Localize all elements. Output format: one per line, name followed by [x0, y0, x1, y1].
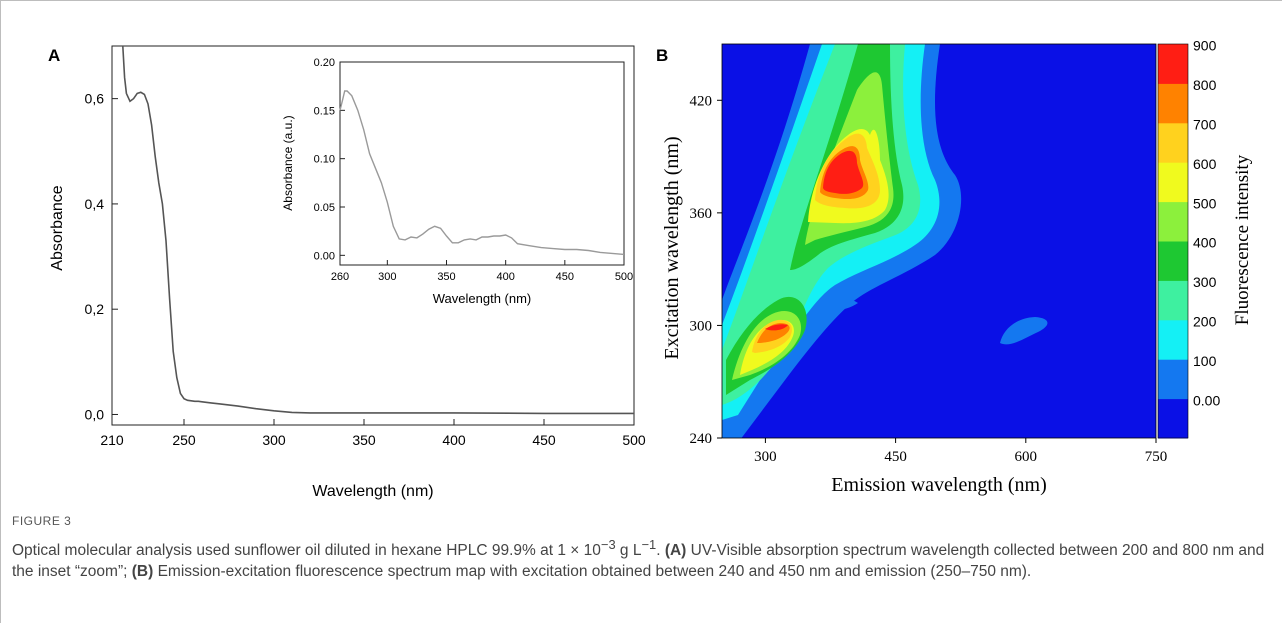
panel-b-y-axis-title: Excitation wavelength (nm)	[661, 136, 683, 359]
figure-caption: Optical molecular analysis used sunflowe…	[12, 534, 1274, 582]
panel-a-x-tick-label: 250	[172, 432, 196, 448]
colorbar-tick-label: 800	[1193, 77, 1217, 93]
inset-y-tick-label: 0.00	[314, 250, 335, 262]
panel-b-y-axis: 240 300 360 420	[690, 93, 722, 447]
panel-a-absorbance-line	[122, 45, 634, 415]
caption-panel-b-text: Emission-excitation fluorescence spectru…	[153, 563, 1032, 581]
panel-b-x-tick-label: 750	[1145, 449, 1168, 465]
contour-level-900	[765, 150, 864, 331]
panel-a-y-tick-label: 0,6	[85, 91, 105, 107]
inset-x-tick-label: 500	[615, 271, 633, 283]
panel-a-label: A	[48, 46, 60, 65]
inset-y-tick-label: 0.05	[314, 202, 335, 214]
panel-b-x-axis-title: Emission wavelength (nm)	[831, 474, 1047, 496]
inset-x-tick-label: 350	[437, 271, 455, 283]
inset-x-axis: 260 300 350 400 450 500	[331, 260, 633, 283]
inset-x-tick-label: 450	[556, 271, 574, 283]
panel-a-x-tick-label: 500	[622, 432, 646, 448]
caption-panel-a-ref: (A)	[664, 542, 687, 560]
colorbar-segment	[1158, 201, 1188, 242]
colorbar-segment	[1158, 398, 1188, 439]
colorbar-segment	[1158, 241, 1188, 281]
panel-a-x-tick-label: 300	[262, 432, 286, 448]
inset-absorbance-line	[339, 90, 625, 256]
panel-b-x-tick-label: 450	[884, 449, 907, 465]
colorbar-tick-label: 200	[1193, 314, 1217, 330]
panel-a-inset: 260 300 350 400 450 500 0.000.050.100.150.20 …	[281, 57, 633, 306]
panel-b-contour-map	[722, 44, 1156, 438]
panel-a-x-axis: 210 250 300 350 400 450 500	[100, 419, 646, 448]
inset-x-tick-label: 300	[378, 271, 396, 283]
panel-a-x-axis-title: Wavelength (nm)	[312, 483, 433, 500]
panel-a-y-tick-label: 0,0	[85, 406, 105, 422]
panel-a-y-tick-label: 0,4	[85, 196, 105, 212]
panel-b-plot-frame	[721, 43, 1157, 439]
panel-b: B 300 450 600 750	[656, 38, 1253, 496]
colorbar-segment	[1158, 319, 1188, 360]
panel-a-x-tick-label: 400	[442, 432, 466, 448]
colorbar-tick-label: 600	[1193, 156, 1217, 172]
colorbar-tick-label: 500	[1193, 195, 1217, 211]
colorbar-segment	[1158, 44, 1188, 84]
panel-b-y-tick-label: 240	[690, 431, 713, 447]
panel-b-label: B	[656, 46, 668, 65]
colorbar-segment	[1158, 162, 1188, 203]
colorbar-tick-label: 900	[1193, 38, 1217, 54]
inset-plot-frame	[339, 61, 625, 266]
panel-a: A 210 250 300 350 400 450 500 0,0 0,2 0,4 0,6 Wav…	[48, 45, 646, 500]
panel-b-y-tick-label: 300	[690, 318, 713, 334]
colorbar-segment	[1158, 359, 1188, 400]
panel-b-x-tick-label: 300	[754, 449, 777, 465]
panel-a-x-tick-label: 450	[532, 432, 556, 448]
colorbar-tick-labels: 0.00 100 200 300 400 500 600 700 800 900	[1193, 38, 1220, 409]
inset-x-axis-title: Wavelength (nm)	[433, 291, 532, 306]
inset-x-tick-label: 400	[496, 271, 514, 283]
panel-a-y-axis-title: Absorbance	[49, 185, 66, 270]
inset-y-tick-label: 0.20	[314, 57, 335, 69]
colorbar-tick-label: 0.00	[1193, 392, 1220, 408]
panel-a-x-tick-label: 350	[352, 432, 376, 448]
caption-text-unit: g L	[615, 542, 642, 560]
colorbar-title: Fluorescence intensity	[1232, 154, 1253, 325]
inset-y-tick-label: 0.10	[314, 154, 335, 166]
colorbar-tick-label: 400	[1193, 235, 1217, 251]
colorbar-tick-label: 100	[1193, 353, 1217, 369]
caption-text-intro: Optical molecular analysis used sunflowe…	[12, 542, 601, 560]
panel-b-x-axis: 300 450 600 750	[754, 438, 1167, 465]
contour-level-300-hole	[818, 296, 858, 311]
colorbar-tick-label: 700	[1193, 117, 1217, 133]
inset-x-tick-label: 260	[331, 271, 349, 283]
panel-b-y-tick-label: 360	[690, 206, 713, 222]
colorbar-segment	[1158, 280, 1188, 321]
caption-text-period: .	[656, 542, 665, 560]
inset-y-axis: 0.00 0.05 0.10 0.15 0.20	[314, 57, 345, 262]
panel-a-x-tick-label: 210	[100, 432, 124, 448]
colorbar-segment	[1158, 122, 1188, 163]
figure-label: FIGURE 3	[12, 514, 72, 528]
caption-exponent-concentration: −3	[600, 537, 616, 552]
contour-level-800	[757, 146, 869, 343]
colorbar-segment	[1158, 83, 1188, 124]
caption-panel-a-text: UV-Visible absorption spectrum wavelengt…	[12, 542, 1265, 581]
panel-a-y-axis: 0,0 0,2 0,4 0,6	[85, 91, 118, 422]
colorbar	[1157, 43, 1189, 439]
colorbar-tick-label: 300	[1193, 274, 1217, 290]
caption-panel-b-ref: (B)	[131, 563, 154, 581]
colorbar-frame	[1157, 43, 1189, 439]
inset-y-tick-label: 0.15	[314, 105, 335, 117]
panel-a-plot-frame	[111, 45, 635, 426]
caption-exponent-unit: −1	[641, 537, 657, 552]
panel-b-x-tick-label: 600	[1015, 449, 1038, 465]
panel-a-y-tick-label: 0,2	[85, 301, 105, 317]
inset-y-axis-title: Absorbance (a.u.)	[281, 115, 295, 210]
contour-level-100-secondary	[1000, 317, 1048, 345]
figure-panels: A 210 250 300 350 400 450 500 0,0 0,2 0,4 0,6 Wav…	[48, 38, 1253, 500]
panel-b-y-tick-label: 420	[690, 93, 713, 109]
